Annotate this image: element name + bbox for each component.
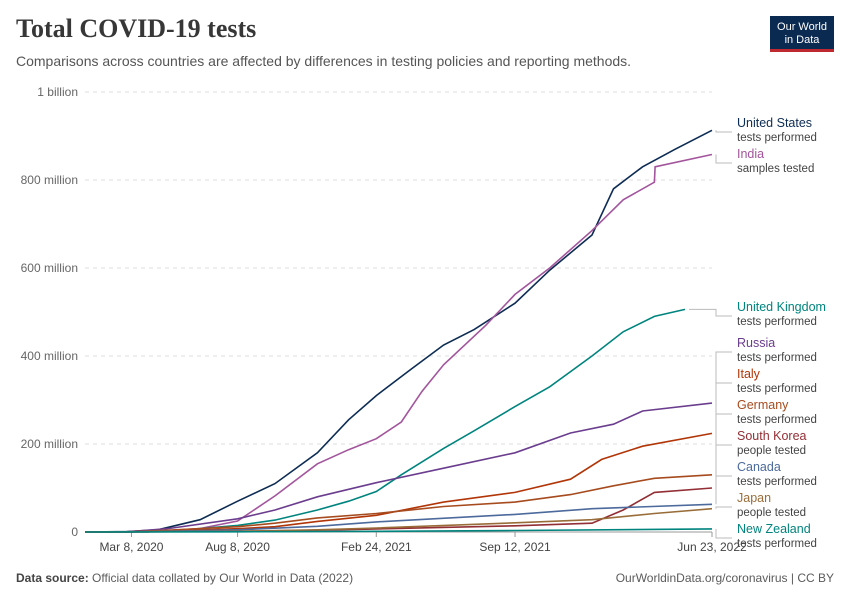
label-connector: [715, 130, 732, 133]
source-label: Data source:: [16, 571, 89, 585]
label-connector: [715, 475, 732, 505]
series-label-india: India: [737, 147, 764, 161]
chart-subtitle: Comparisons across countries are affecte…: [16, 53, 632, 69]
series-metric-label: tests performed: [737, 316, 817, 328]
x-tick-label: Feb 24, 2021: [341, 540, 412, 554]
series-label-new-zealand: New Zealand: [737, 522, 811, 536]
y-tick-label: 0: [71, 525, 78, 539]
x-tick-label: Jun 23, 2022: [677, 540, 747, 554]
series-lines: [84, 129, 713, 533]
label-connector: [715, 413, 732, 475]
label-connector: [715, 528, 732, 539]
x-axis: Mar 8, 2020 Aug 8, 2020 Feb 24, 2021 Sep 12…: [99, 532, 747, 554]
series-labels: United States tests performed India samples…: [689, 116, 826, 550]
series-line-united-kingdom[interactable]: [84, 308, 686, 533]
owid-logo[interactable]: Our World in Data: [770, 16, 834, 52]
series-metric-label: tests performed: [737, 476, 817, 488]
x-tick-label: Aug 8, 2020: [205, 540, 270, 554]
series-metric-label: tests performed: [737, 538, 817, 550]
grid-lines: [85, 91, 712, 533]
series-line-new-zealand[interactable]: [84, 528, 713, 533]
x-tick-label: Mar 8, 2020: [99, 540, 163, 554]
footer-source: Data source: Official data collated by O…: [16, 571, 353, 585]
label-connector: [689, 308, 732, 317]
series-label-south-korea: South Korea: [737, 429, 807, 443]
source-text: Official data collated by Our World in D…: [92, 571, 354, 585]
label-connector: [715, 351, 732, 404]
series-line-india[interactable]: [84, 153, 713, 533]
label-connector: [715, 154, 732, 164]
series-metric-label: people tested: [737, 445, 806, 457]
footer-link[interactable]: OurWorldinData.org/coronavirus | CC BY: [615, 571, 834, 585]
series-metric-label: tests performed: [737, 132, 817, 144]
series-metric-label: samples tested: [737, 163, 814, 175]
series-label-united-states: United States: [737, 116, 812, 130]
series-label-canada: Canada: [737, 460, 781, 474]
series-metric-label: tests performed: [737, 383, 817, 395]
series-line-united-states[interactable]: [84, 129, 713, 533]
y-tick-label: 400 million: [21, 349, 78, 363]
y-tick-label: 200 million: [21, 437, 78, 451]
label-connector: [715, 382, 732, 434]
label-connector: [715, 444, 732, 488]
logo-line-2: in Data: [784, 34, 820, 46]
series-metric-label: tests performed: [737, 352, 817, 364]
series-metric-label: people tested: [737, 507, 806, 519]
y-tick-label: 1 billion: [37, 85, 78, 99]
series-label-japan: Japan: [737, 491, 771, 505]
y-tick-label: 800 million: [21, 173, 78, 187]
series-metric-label: tests performed: [737, 414, 817, 426]
y-axis-tick-labels: 0 200 million 400 million 600 million 800 mi…: [21, 85, 79, 539]
series-label-italy: Italy: [737, 367, 761, 381]
series-label-united-kingdom: United Kingdom: [737, 300, 826, 314]
logo-line-1: Our World: [777, 21, 827, 33]
label-connector: [715, 506, 732, 509]
series-line-germany[interactable]: [84, 474, 713, 533]
chart-title: Total COVID-19 tests: [16, 14, 257, 43]
x-tick-label: Sep 12, 2021: [479, 540, 551, 554]
series-label-germany: Germany: [737, 398, 789, 412]
series-line-russia[interactable]: [84, 402, 713, 533]
y-tick-label: 600 million: [21, 261, 78, 275]
series-label-russia: Russia: [737, 336, 775, 350]
